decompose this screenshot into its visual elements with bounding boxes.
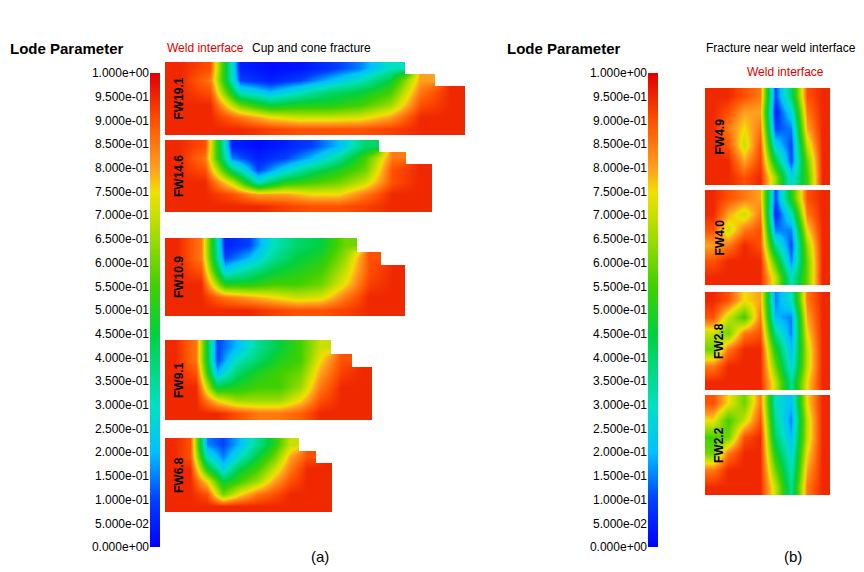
svg-text:1.000e-01: 1.000e-01: [593, 493, 647, 507]
svg-text:Fracture near weld interface: Fracture near weld interface: [706, 41, 856, 55]
svg-text:0.000e+00: 0.000e+00: [92, 540, 149, 554]
svg-text:(b): (b): [784, 548, 802, 565]
svg-text:7.500e-01: 7.500e-01: [95, 185, 149, 199]
svg-text:Weld interface: Weld interface: [747, 65, 824, 79]
svg-text:2.000e-01: 2.000e-01: [593, 445, 647, 459]
svg-text:1.000e-01: 1.000e-01: [95, 493, 149, 507]
svg-text:Lode Parameter: Lode Parameter: [10, 40, 124, 57]
svg-text:5.000e-02: 5.000e-02: [95, 517, 149, 531]
svg-text:FW4.0: FW4.0: [713, 220, 727, 256]
svg-text:FW10.9: FW10.9: [172, 256, 186, 298]
svg-text:FW14.6: FW14.6: [172, 155, 186, 197]
svg-text:8.000e-01: 8.000e-01: [593, 161, 647, 175]
svg-text:4.500e-01: 4.500e-01: [95, 327, 149, 341]
svg-text:1.500e-01: 1.500e-01: [95, 469, 149, 483]
svg-text:6.500e-01: 6.500e-01: [593, 232, 647, 246]
svg-text:FW2.8: FW2.8: [712, 323, 726, 359]
svg-text:8.000e-01: 8.000e-01: [95, 161, 149, 175]
svg-text:Weld interface: Weld interface: [167, 41, 244, 55]
svg-text:(a): (a): [311, 548, 329, 565]
svg-text:6.000e-01: 6.000e-01: [593, 256, 647, 270]
svg-text:1.000e+00: 1.000e+00: [92, 66, 149, 80]
svg-text:3.500e-01: 3.500e-01: [95, 374, 149, 388]
svg-text:8.500e-01: 8.500e-01: [95, 137, 149, 151]
svg-text:7.000e-01: 7.000e-01: [593, 208, 647, 222]
svg-text:6.000e-01: 6.000e-01: [95, 256, 149, 270]
svg-text:2.500e-01: 2.500e-01: [593, 422, 647, 436]
svg-text:FW9.1: FW9.1: [172, 362, 186, 398]
svg-text:8.500e-01: 8.500e-01: [593, 137, 647, 151]
svg-text:3.000e-01: 3.000e-01: [593, 398, 647, 412]
svg-text:4.500e-01: 4.500e-01: [593, 327, 647, 341]
svg-text:2.500e-01: 2.500e-01: [95, 422, 149, 436]
svg-text:9.000e-01: 9.000e-01: [95, 114, 149, 128]
svg-text:7.000e-01: 7.000e-01: [95, 208, 149, 222]
svg-text:9.500e-01: 9.500e-01: [593, 90, 647, 104]
svg-text:Cup and cone fracture: Cup and cone fracture: [252, 41, 371, 55]
svg-text:1.500e-01: 1.500e-01: [593, 469, 647, 483]
svg-text:6.500e-01: 6.500e-01: [95, 232, 149, 246]
svg-text:3.500e-01: 3.500e-01: [593, 374, 647, 388]
svg-text:5.000e-02: 5.000e-02: [593, 517, 647, 531]
svg-text:4.000e-01: 4.000e-01: [95, 351, 149, 365]
svg-text:FW19.1: FW19.1: [172, 77, 186, 119]
svg-text:9.000e-01: 9.000e-01: [593, 114, 647, 128]
svg-text:3.000e-01: 3.000e-01: [95, 398, 149, 412]
svg-text:FW4.9: FW4.9: [713, 119, 727, 155]
svg-text:FW6.8: FW6.8: [172, 457, 186, 493]
svg-text:9.500e-01: 9.500e-01: [95, 90, 149, 104]
svg-text:4.000e-01: 4.000e-01: [593, 351, 647, 365]
svg-text:5.000e-01: 5.000e-01: [593, 303, 647, 317]
svg-text:0.000e+00: 0.000e+00: [590, 540, 647, 554]
svg-text:5.500e-01: 5.500e-01: [95, 280, 149, 294]
svg-text:FW2.2: FW2.2: [712, 427, 726, 463]
svg-text:2.000e-01: 2.000e-01: [95, 445, 149, 459]
svg-text:7.500e-01: 7.500e-01: [593, 185, 647, 199]
svg-text:Lode Parameter: Lode Parameter: [507, 40, 621, 57]
svg-text:5.000e-01: 5.000e-01: [95, 303, 149, 317]
svg-text:5.500e-01: 5.500e-01: [593, 280, 647, 294]
svg-text:1.000e+00: 1.000e+00: [590, 66, 647, 80]
